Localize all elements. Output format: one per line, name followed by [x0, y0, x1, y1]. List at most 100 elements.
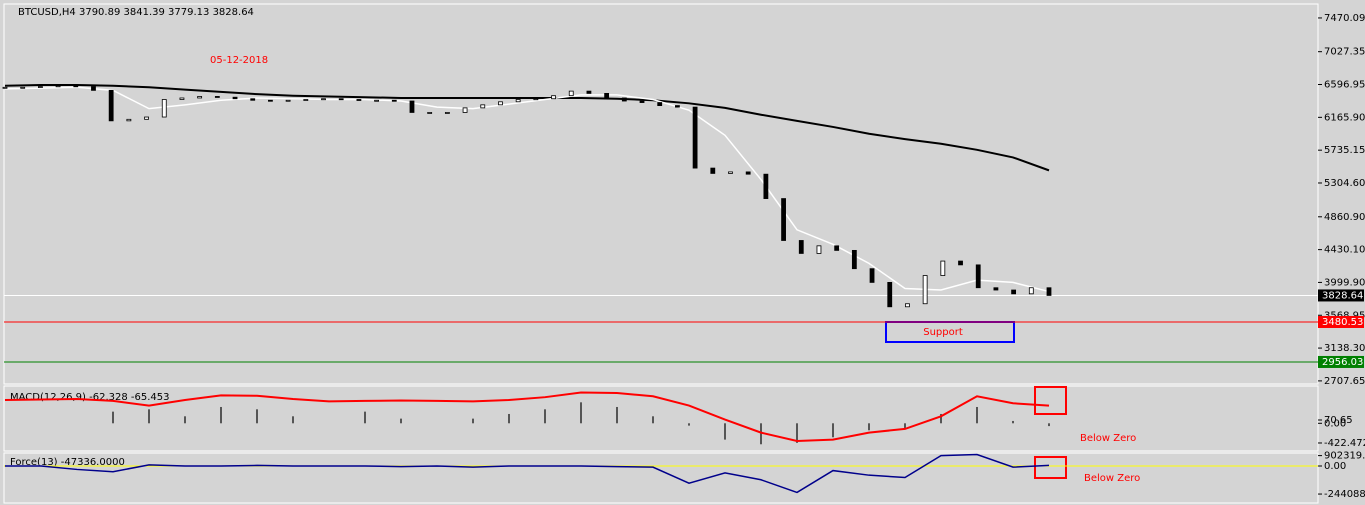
candle	[285, 99, 291, 102]
y-tick-label: 5735.15	[1324, 145, 1365, 156]
candle	[533, 98, 539, 101]
date-note: 05-12-2018	[210, 55, 268, 66]
candle	[197, 96, 203, 99]
candle	[568, 90, 574, 97]
level-label: 3828.64	[1322, 290, 1363, 301]
candle	[2, 86, 8, 89]
candle	[940, 260, 946, 276]
candle	[639, 100, 645, 103]
macd-label: MACD(12,26,9) -62.328 -65.453	[10, 392, 170, 403]
candle	[126, 118, 132, 122]
y-tick-label: 7027.35	[1324, 47, 1365, 58]
macd-signal	[4, 391, 1050, 443]
candle	[161, 99, 167, 118]
candle	[798, 240, 804, 254]
y-tick-label: 6165.90	[1324, 112, 1365, 123]
candle	[108, 89, 114, 122]
level-tag	[1318, 355, 1364, 368]
candle	[498, 101, 503, 106]
candle	[20, 86, 26, 89]
force-box	[1034, 456, 1067, 479]
candle	[834, 245, 840, 251]
candle	[728, 171, 733, 174]
price-panel	[3, 3, 1319, 385]
candle	[250, 98, 256, 101]
fast-ma	[4, 86, 1050, 293]
candle	[144, 116, 149, 120]
force-label: Force(13) -47336.0000	[10, 457, 125, 468]
candle	[621, 97, 627, 102]
candle	[851, 249, 857, 270]
y-tick-label: 7470.09	[1324, 13, 1365, 24]
candle	[214, 96, 220, 98]
candle	[586, 90, 592, 94]
y-tick-label: 0.00	[1324, 461, 1346, 472]
candle	[374, 99, 379, 102]
candle	[958, 260, 963, 266]
candle	[657, 102, 663, 106]
level-tag	[1318, 289, 1364, 302]
candle	[1011, 289, 1017, 295]
candle	[321, 98, 326, 101]
candle	[887, 282, 893, 308]
y-tick-label: 3568.95	[1324, 310, 1365, 321]
macd-note: Below Zero	[1080, 433, 1136, 444]
candle	[391, 99, 397, 102]
candle	[444, 112, 450, 114]
candle	[1028, 287, 1034, 295]
candle	[427, 112, 433, 114]
candle	[710, 167, 716, 174]
candle	[303, 99, 309, 101]
support-label: Support	[923, 327, 963, 338]
force-line	[5, 453, 1050, 494]
y-tick-label: 902319.19	[1324, 451, 1365, 462]
slow-ma	[4, 84, 1050, 172]
header: BTCUSD,H4 3790.89 3841.39 3779.13 3828.6…	[18, 7, 254, 18]
level-label: 2956.03	[1322, 357, 1363, 368]
level-label: 3480.53	[1322, 317, 1363, 328]
candle	[409, 100, 415, 113]
candle	[462, 107, 468, 113]
force-panel	[3, 452, 1319, 504]
y-tick-label: 0.00	[1324, 418, 1346, 429]
y-tick-label: -2440884	[1324, 489, 1365, 500]
level-tag	[1318, 315, 1364, 328]
candle	[975, 264, 981, 289]
candle	[604, 93, 610, 99]
candle	[55, 85, 61, 88]
candle	[338, 98, 344, 101]
y-tick-label: 2707.65	[1324, 376, 1365, 387]
candle	[816, 245, 822, 254]
candle	[905, 303, 910, 308]
candle	[480, 104, 486, 109]
y-tick-label: 70.65	[1324, 415, 1353, 426]
y-tick-label: 3138.30	[1324, 343, 1365, 354]
candle	[675, 105, 680, 108]
y-tick-label: 4430.10	[1324, 245, 1365, 256]
candle	[993, 287, 999, 291]
macd-box	[1034, 386, 1067, 415]
candle	[356, 99, 362, 101]
candle	[781, 198, 786, 241]
candle	[1046, 287, 1052, 296]
candle	[268, 99, 273, 102]
y-tick-label: 6596.95	[1324, 79, 1365, 90]
y-tick-label: 5304.60	[1324, 178, 1365, 189]
candle	[515, 99, 521, 103]
candle	[692, 106, 698, 169]
candle	[745, 171, 751, 175]
y-tick-label: -422.472	[1324, 438, 1365, 449]
candle	[232, 96, 238, 100]
candle	[922, 275, 928, 305]
candle	[37, 86, 43, 88]
candle	[869, 268, 875, 283]
candle	[551, 95, 556, 100]
macd-panel	[3, 385, 1319, 452]
candle	[179, 97, 185, 100]
candle	[91, 86, 96, 91]
candle	[763, 173, 769, 199]
candle	[73, 85, 79, 88]
force-note: Below Zero	[1084, 473, 1140, 484]
